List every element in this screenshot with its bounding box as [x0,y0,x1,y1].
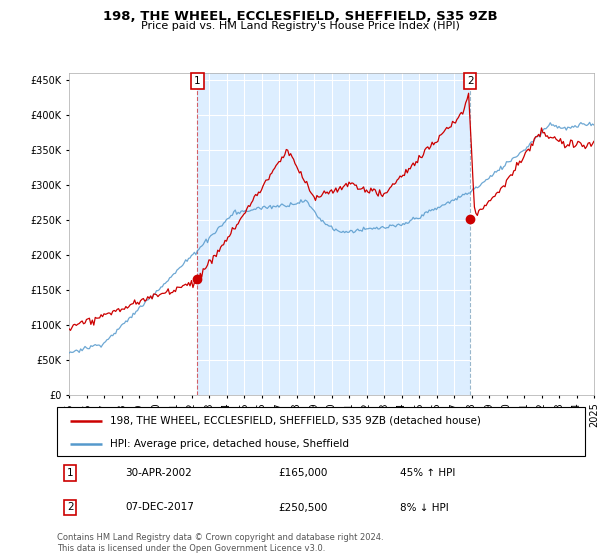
Text: 07-DEC-2017: 07-DEC-2017 [125,502,194,512]
Text: 2: 2 [467,76,473,86]
Text: £165,000: £165,000 [279,468,328,478]
Text: £250,500: £250,500 [279,502,328,512]
Text: 1: 1 [67,468,74,478]
FancyBboxPatch shape [57,407,585,456]
Text: 198, THE WHEEL, ECCLESFIELD, SHEFFIELD, S35 9ZB (detached house): 198, THE WHEEL, ECCLESFIELD, SHEFFIELD, … [110,416,481,426]
Text: 2: 2 [67,502,74,512]
Text: HPI: Average price, detached house, Sheffield: HPI: Average price, detached house, Shef… [110,439,349,449]
Text: 198, THE WHEEL, ECCLESFIELD, SHEFFIELD, S35 9ZB: 198, THE WHEEL, ECCLESFIELD, SHEFFIELD, … [103,10,497,22]
Text: 8% ↓ HPI: 8% ↓ HPI [400,502,449,512]
Text: 30-APR-2002: 30-APR-2002 [125,468,193,478]
Bar [197,73,470,395]
Text: Contains HM Land Registry data © Crown copyright and database right 2024.
This d: Contains HM Land Registry data © Crown c… [57,533,383,553]
Text: Price paid vs. HM Land Registry's House Price Index (HPI): Price paid vs. HM Land Registry's House … [140,21,460,31]
Text: 45% ↑ HPI: 45% ↑ HPI [400,468,455,478]
Text: 1: 1 [194,76,200,86]
